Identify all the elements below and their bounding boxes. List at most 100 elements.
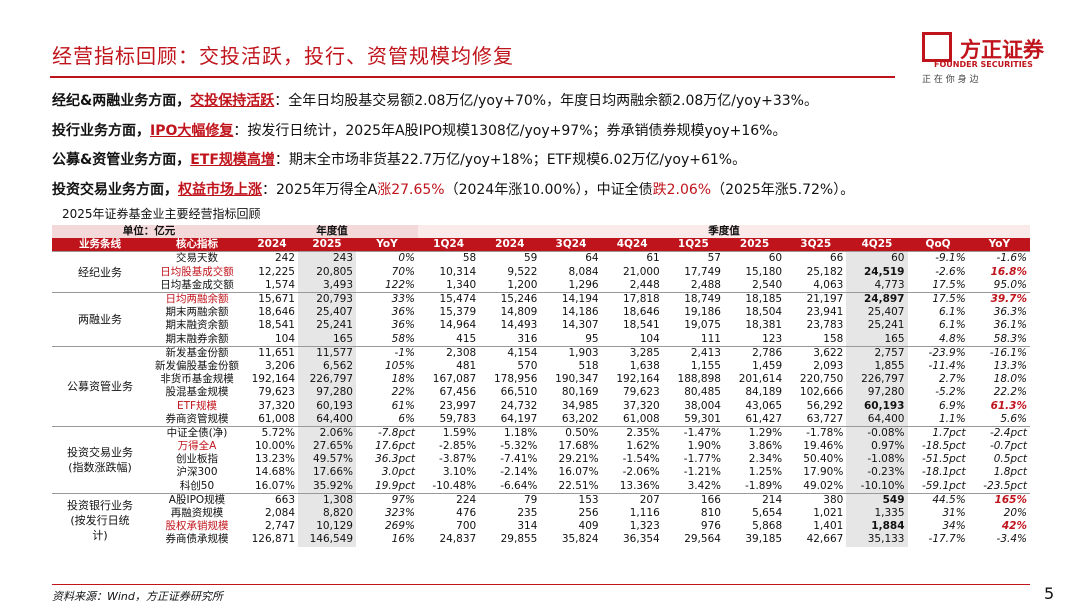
group-name-line: 公募资管业务	[67, 379, 133, 393]
cell: 188,898	[677, 373, 721, 386]
table-row: 股混基金规模 79,623 97,280 22% 67,456 66,510 80,169 7…	[52, 386, 1030, 400]
row-label: 日均基金成交额	[160, 278, 234, 291]
cell: 2,757	[846, 345, 908, 360]
cell: 663	[246, 492, 298, 507]
cell: 18,541	[258, 319, 295, 332]
unit-row: 单位：亿元 年度值 季度值	[52, 225, 1030, 239]
cell: -1.77%	[683, 453, 721, 466]
cell: 18,381	[745, 319, 783, 332]
cell: 1.18%	[479, 425, 541, 440]
cell: 70%	[391, 265, 415, 278]
cell: 17.68%	[558, 440, 599, 453]
table-row: 日均基金成交额 1,574 3,493 122% 1,340 1,200 1,296 2,44…	[52, 278, 1030, 293]
cell: 25,241	[846, 319, 908, 333]
cell: 23,783	[806, 319, 844, 332]
cell: 36%	[391, 319, 415, 332]
cell: 64,400	[846, 412, 908, 427]
cell: 105%	[384, 359, 415, 372]
cell: 35,824	[561, 533, 599, 546]
cell: 1,340	[446, 278, 477, 291]
cell: 39,185	[745, 533, 783, 546]
cell: -1.21%	[683, 466, 721, 479]
cell: 14,186	[561, 306, 599, 319]
table-row: ETF规模 37,320 60,193 61% 23,997 24,732 34,985 37…	[52, 399, 1030, 413]
cell: 49.02%	[803, 479, 844, 492]
cell: 1,323	[629, 520, 660, 533]
cell: 1,200	[507, 278, 538, 291]
bullet-segment: 跌2.06%	[652, 181, 712, 198]
bullet-segment: ：全年日均股基交易额2.08万亿/yoy+70%，年度日均两融余额2.08万亿/…	[274, 93, 818, 109]
column-header: 1Q25	[662, 238, 724, 252]
row-label: 创业板指	[176, 453, 218, 466]
cell: 64,197	[500, 412, 538, 425]
cell: -0.7pct	[989, 440, 1027, 453]
group-name: 投资交易业务 (指数涨跌幅)	[52, 425, 148, 494]
cell: 3.0pct	[381, 466, 415, 479]
cell: 16%	[391, 533, 415, 546]
cell: -1.89%	[744, 479, 783, 492]
metrics-table: 单位：亿元 年度值 季度值 业务条线 核心指标 2024 2025 YoY 1Q24 2024 3Q…	[52, 225, 1030, 547]
cell: 1,335	[846, 506, 908, 521]
cell: 29,855	[500, 533, 538, 546]
row-label: 日均两融余额	[148, 291, 246, 307]
cell: 79,623	[623, 386, 660, 399]
cell: 97%	[356, 492, 418, 507]
column-header: 核心指标	[148, 238, 246, 252]
cell: 17,818	[601, 291, 663, 307]
column-header: 2024	[246, 238, 298, 252]
bullet: 公募&资管业务方面，ETF规模高增：期末全市场非货基22.7万亿/yoy+18%…	[52, 147, 1052, 177]
cell: 1.1%	[939, 412, 966, 425]
cell: 21,197	[785, 291, 847, 307]
cell: 14,964	[439, 319, 477, 332]
column-header: 2024	[479, 238, 541, 252]
row-label: 期末融券余额	[165, 332, 229, 345]
table-row: 公募资管业务 新发基金份额 11,651 11,577 -1% 2,308 4,154 1,9…	[52, 345, 1030, 427]
row-label: 股混基金规模	[165, 386, 229, 399]
cell: -9.1%	[907, 251, 969, 266]
bullet-segment: ：按发行日统计，2025年A股IPO规模1308亿/yoy+97%；券承销债券规…	[233, 122, 787, 139]
cell: 18,749	[662, 291, 724, 307]
cell: 97,280	[298, 386, 356, 400]
cell: 34,985	[561, 399, 599, 412]
cell: 66,510	[500, 386, 538, 399]
cell: 0.5pct	[993, 453, 1027, 466]
cell: 14,493	[500, 319, 538, 332]
cell: 22.2%	[993, 386, 1027, 399]
group-name-line: 投资银行业务	[67, 498, 133, 512]
cell: 481	[456, 359, 477, 372]
cell: 269%	[384, 520, 415, 533]
cell: 8,084	[568, 265, 599, 278]
cell: 0%	[356, 251, 418, 266]
bullet: 投资交易业务方面，权益市场上涨：2025年万得全A涨27.65%（2024年涨1…	[52, 177, 1052, 207]
cell: -1.78%	[785, 425, 847, 440]
cell: -51.5pct	[921, 453, 966, 466]
cell: -18.1pct	[921, 466, 966, 479]
row-label: 再融资规模	[170, 507, 224, 520]
cell: 19,186	[684, 306, 721, 319]
cell: 2.35%	[601, 425, 663, 440]
cell: 104	[639, 332, 660, 345]
cell: 61,008	[623, 412, 660, 425]
column-header: YoY	[968, 238, 1030, 252]
bullet-segment: 交投保持活跃	[190, 93, 275, 109]
table-row: 投资交易业务 (指数涨跌幅) 中证全债(净) 5.72% 2.06% -7.8pct 1.5…	[52, 425, 1030, 494]
cell: 60,193	[298, 399, 356, 413]
cell: 1,021	[813, 507, 844, 520]
cell: 316	[517, 332, 538, 345]
cell: -1.6%	[968, 251, 1030, 266]
row-label: 股权承销规模	[165, 520, 229, 533]
table-row: 日均股基成交额 12,225 20,805 70% 10,314 9,522 8,084 21…	[52, 265, 1030, 279]
cell: 95.0%	[993, 278, 1027, 291]
column-header: QoQ	[907, 238, 969, 252]
cell: 60	[723, 251, 786, 266]
cell: 15,671	[246, 291, 298, 307]
cell: 2,413	[662, 345, 724, 360]
cell: 24,519	[846, 265, 908, 279]
cell: 11,577	[298, 345, 356, 360]
unit-label: 单位：亿元	[52, 225, 246, 239]
cell: -1.54%	[622, 453, 660, 466]
cell: 16.07%	[558, 466, 599, 479]
cell: 38,004	[684, 399, 721, 412]
bullets: 经纪&两融业务方面，交投保持活跃：全年日均股基交易额2.08万亿/yoy+70%…	[52, 88, 1052, 206]
bullet-segment: 权益市场上涨	[178, 181, 262, 198]
